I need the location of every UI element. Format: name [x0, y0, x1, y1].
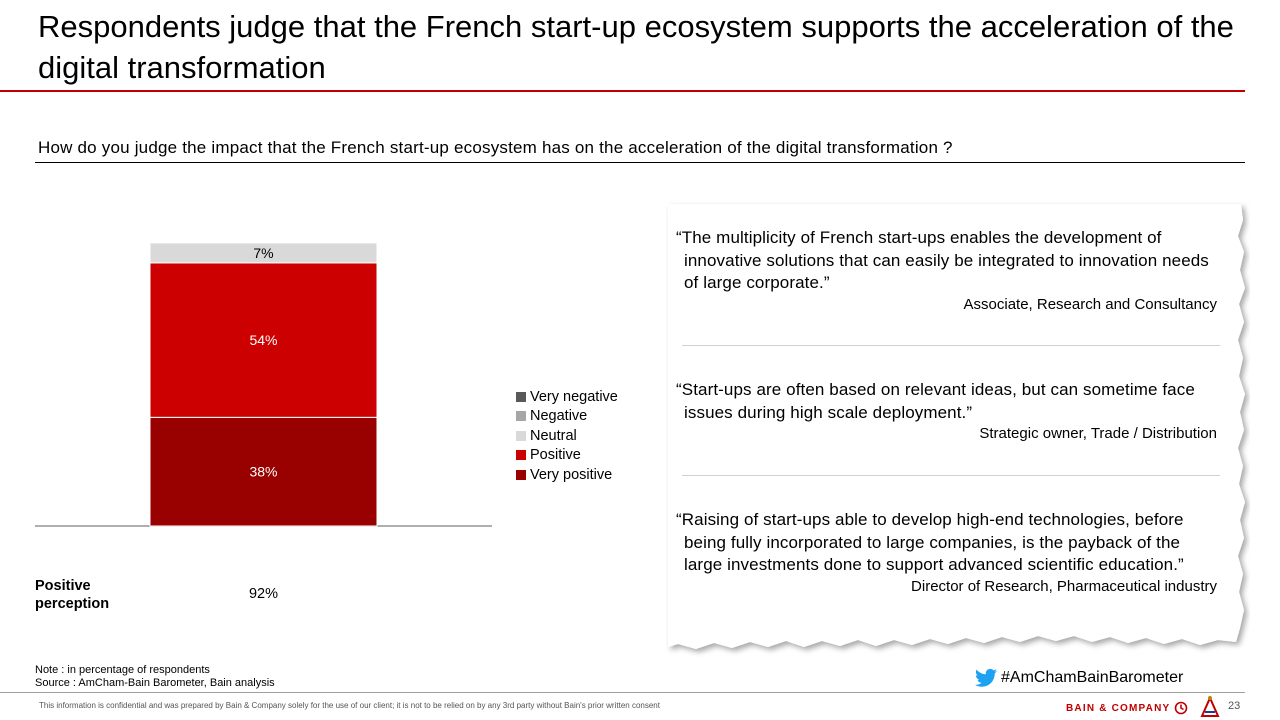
legend-swatch	[516, 469, 526, 480]
quote-attribution: Director of Research, Pharmaceutical ind…	[911, 577, 1217, 595]
legend-item-negative: Negative	[516, 407, 626, 426]
quote-text: “Raising of start-ups able to develop hi…	[676, 510, 1184, 574]
chart-legend: Very negative Negative Neutral Positive …	[516, 388, 626, 485]
brand-text: BAIN & COMPANY	[1066, 702, 1171, 714]
amcham-logo-icon	[1200, 695, 1220, 717]
data-label-very-positive: 38%	[249, 464, 277, 480]
stacked-bar-chart: 38% 54% 7%	[35, 242, 492, 527]
legend-item-neutral: Neutral	[516, 427, 626, 446]
data-label-positive: 54%	[249, 332, 277, 348]
legend-swatch	[516, 450, 526, 461]
bar-segment-very-positive	[149, 416, 378, 527]
quote-divider	[682, 475, 1220, 476]
hashtag-text: #AmChamBainBarometer	[1001, 669, 1184, 686]
quote-2: “Start-ups are often based on relevant i…	[676, 379, 1221, 444]
quote-text: “Start-ups are often based on relevant i…	[676, 380, 1195, 422]
positive-perception-label: Positive perception	[35, 578, 110, 612]
twitter-bird-icon	[975, 668, 997, 687]
bain-clock-icon	[1175, 701, 1188, 715]
data-label-neutral: 7%	[253, 245, 273, 261]
footer-divider	[0, 692, 1245, 693]
legend-label: Very negative	[530, 389, 618, 405]
legend-label: Very positive	[530, 466, 613, 483]
quote-text: “The multiplicity of French start-ups en…	[676, 228, 1209, 292]
torn-paper-background	[668, 204, 1245, 649]
bar-segment-positive	[149, 262, 378, 418]
title-divider	[0, 90, 1245, 92]
legend-label: Neutral	[530, 427, 577, 444]
legend-swatch	[516, 430, 526, 441]
legend-item-positive: Positive	[516, 446, 626, 465]
legend-label: Negative	[530, 408, 588, 425]
survey-question: How do you judge the impact that the Fre…	[38, 138, 953, 157]
quote-attribution: Associate, Research and Consultancy	[963, 295, 1217, 313]
source-text: Source : AmCham-Bain Barometer, Bain ana…	[35, 677, 275, 689]
quote-1: “The multiplicity of French start-ups en…	[676, 227, 1221, 315]
legend-item-very-negative: Very negative	[516, 388, 626, 407]
hashtag: #AmChamBainBarometer	[975, 668, 1183, 688]
page-title: Respondents judge that the French start-…	[38, 9, 1234, 85]
bar-segment-neutral	[149, 242, 378, 264]
quote-attribution: Strategic owner, Trade / Distribution	[979, 425, 1217, 442]
legend-swatch	[516, 411, 526, 422]
positive-perception-value: 92%	[248, 586, 279, 602]
note-text: Note : in percentage of respondents	[35, 664, 210, 676]
page-number: 23	[1228, 700, 1241, 712]
legend-label: Positive	[530, 447, 581, 464]
quote-3: “Raising of start-ups able to develop hi…	[676, 509, 1221, 597]
chart-notes: Note : in percentage of respondents Sour…	[35, 664, 275, 690]
legend-item-very-positive: Very positive	[516, 466, 626, 485]
bain-logo: BAIN & COMPANY	[1066, 701, 1188, 715]
quotes-panel	[666, 200, 1250, 660]
question-divider	[35, 162, 1245, 163]
confidentiality-disclaimer: This information is confidential and was…	[39, 701, 660, 710]
quote-divider	[682, 345, 1220, 346]
legend-swatch	[516, 392, 526, 402]
